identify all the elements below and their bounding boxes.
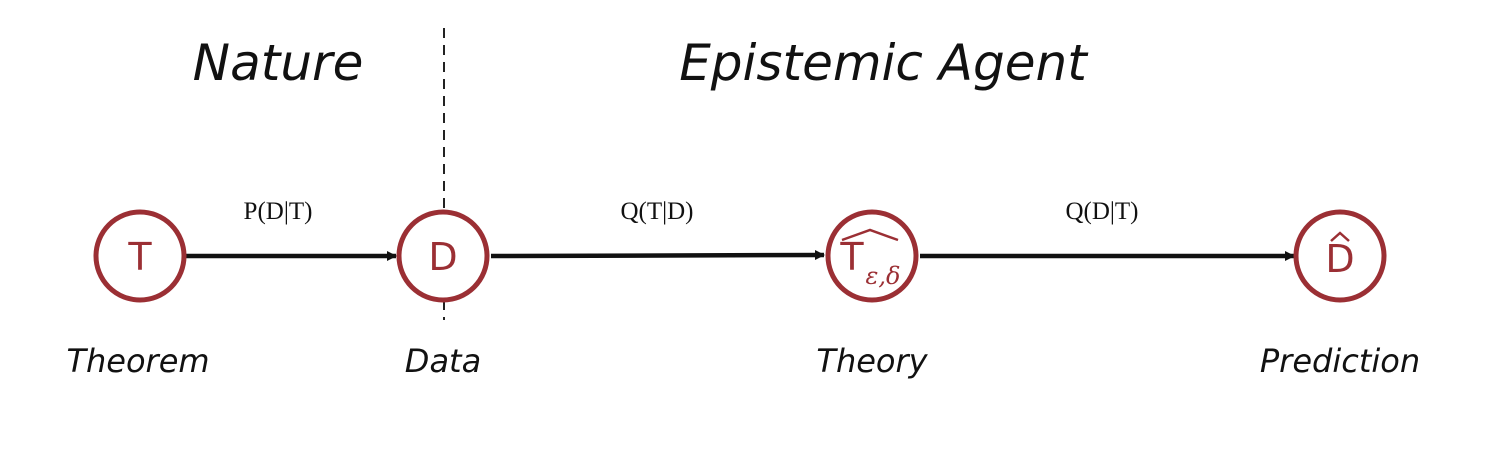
epistemic-agent-title: Epistemic Agent (679, 34, 1089, 92)
node-theorem: T (93, 209, 187, 303)
node-data-circle (396, 209, 490, 303)
node-theorem-symbol: T (127, 235, 152, 279)
node-theory-circle (825, 209, 919, 303)
edge-data-to-theory (490, 250, 825, 261)
caption-data: Data (405, 342, 481, 380)
caption-theory: Theory (816, 342, 928, 380)
caption-prediction: Prediction (1260, 342, 1420, 380)
caption-theorem: Theorem (66, 342, 209, 380)
node-prediction: D (1293, 209, 1387, 303)
nature-title: Nature (193, 34, 364, 92)
node-prediction-symbol: D (1325, 237, 1354, 281)
node-prediction-circle (1293, 209, 1387, 303)
edge-label-p-d-given-t: P(D|T) (244, 198, 313, 225)
node-theory-subscript: ε,δ (866, 262, 901, 290)
node-theory: T ε,δ (825, 209, 919, 303)
edge-label-q-d-given-t: Q(D|T) (1065, 198, 1138, 225)
node-theory-symbol: T (839, 235, 864, 279)
node-data-symbol: D (428, 235, 457, 279)
node-data: D (396, 209, 490, 303)
node-prediction-hat-mark (1330, 231, 1350, 242)
node-theorem-circle (93, 209, 187, 303)
edge-label-q-t-given-d: Q(T|D) (620, 198, 693, 225)
node-theory-hat-mark (841, 228, 899, 242)
